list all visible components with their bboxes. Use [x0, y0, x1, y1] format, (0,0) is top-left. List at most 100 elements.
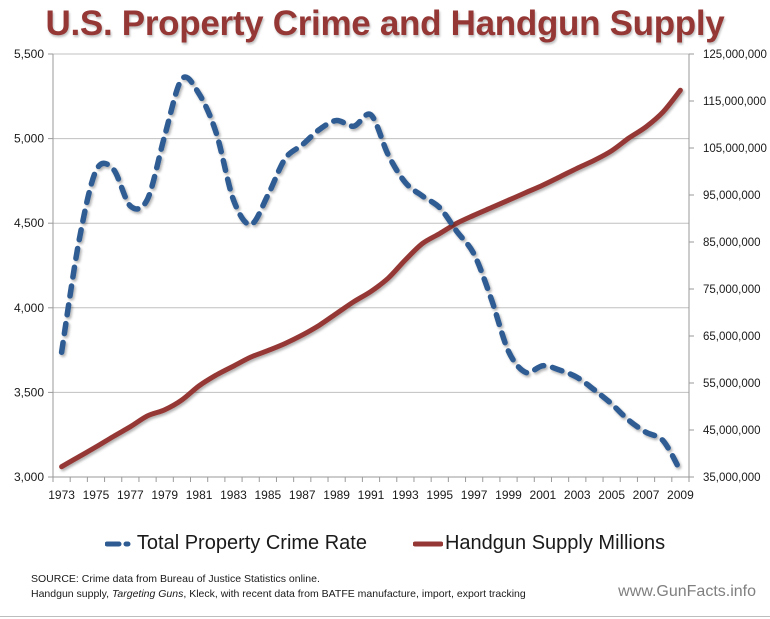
crime-point-1980 [180, 77, 184, 81]
handgun-point-1996 [455, 221, 459, 225]
x-tick-label: 2007 [633, 488, 660, 502]
handgun-point-1997 [472, 213, 476, 217]
handgun-point-1994 [421, 241, 425, 245]
left-tick-label: 3,000 [14, 470, 44, 484]
bottom-divider [0, 616, 770, 617]
handgun-point-2003 [575, 166, 579, 170]
x-axis-ticks: 1973 1975 1977 1979 1981 1983 1985 1987 1989 1991… [48, 477, 694, 502]
handgun-point-1984 [249, 355, 253, 359]
right-tick-label: 75,000,000 [703, 284, 761, 296]
legend-label-crime: Total Property Crime Rate [136, 532, 367, 554]
crime-point-2009 [678, 469, 682, 473]
crime-point-1983 [231, 198, 235, 202]
handgun-point-1990 [352, 300, 356, 304]
right-tick-label: 85,000,000 [703, 237, 761, 249]
right-tick-label: 125,000,000 [703, 49, 767, 61]
x-tick-label: 1997 [461, 488, 488, 502]
handgun-point-1982 [214, 373, 218, 377]
series-line-crime-rate [58, 74, 684, 474]
crime-point-1975 [94, 169, 98, 173]
handgun-point-1980 [180, 398, 184, 402]
handgun-point-1976 [111, 435, 115, 439]
x-tick-label: 2003 [564, 488, 591, 502]
x-tick-label: 1975 [83, 488, 110, 502]
handgun-point-1975 [94, 445, 98, 449]
crime-point-1996 [455, 229, 459, 233]
handgun-point-1986 [283, 342, 287, 346]
crime-point-1990 [352, 124, 356, 128]
handgun-point-1978 [146, 414, 150, 418]
right-tick-label: 115,000,000 [703, 96, 766, 108]
crime-point-2003 [575, 376, 579, 380]
handgun-point-1981 [197, 384, 201, 388]
handgun-point-2000 [524, 191, 528, 195]
x-tick-label: 1973 [48, 488, 75, 502]
axes [52, 54, 690, 478]
legend-item-crime: Total Property Crime Rate [104, 532, 367, 555]
right-tick-label: 55,000,000 [703, 378, 761, 390]
legend-swatch-crime [104, 541, 131, 546]
handgun-point-1985 [266, 349, 270, 353]
handgun-point-2009 [678, 88, 682, 92]
crime-point-2006 [627, 418, 631, 422]
crime-point-2005 [610, 402, 614, 406]
crime-point-1993 [403, 181, 407, 185]
handgun-point-1973 [60, 465, 64, 469]
crime-point-1982 [214, 131, 218, 135]
handgun-point-2008 [661, 110, 665, 114]
handgun-point-1977 [128, 425, 132, 429]
handgun-point-1993 [403, 258, 407, 262]
crime-point-1998 [489, 297, 493, 301]
x-tick-label: 1991 [358, 488, 385, 502]
crime-point-1985 [266, 193, 270, 197]
x-tick-label: 1995 [426, 488, 453, 502]
site-watermark: www.GunFacts.info [618, 583, 756, 600]
handgun-point-1988 [317, 323, 321, 327]
series-layer [58, 74, 684, 474]
handgun-point-1992 [386, 276, 390, 280]
right-tick-label: 45,000,000 [703, 425, 761, 437]
crime-point-1994 [421, 194, 425, 198]
crime-point-1992 [386, 153, 390, 157]
legend-item-handgun: Handgun Supply Millions [412, 532, 665, 555]
handgun-point-2007 [644, 125, 648, 129]
handgun-point-1987 [300, 333, 304, 337]
right-tick-label: 65,000,000 [703, 331, 761, 343]
handgun-point-1983 [231, 364, 235, 368]
handgun-point-1995 [438, 232, 442, 236]
crime-point-1979 [163, 134, 167, 138]
x-tick-label: 1989 [323, 488, 350, 502]
crime-point-1987 [300, 143, 304, 147]
crime-point-1997 [472, 252, 476, 256]
crime-point-2007 [644, 430, 648, 434]
chart-plot: 3,000 3,500 4,000 4,500 5,000 5,500 35,000,00… [14, 47, 767, 502]
handgun-point-2005 [610, 149, 614, 153]
handgun-point-1998 [489, 206, 493, 210]
left-tick-label: 4,500 [14, 216, 44, 230]
x-tick-label: 1981 [186, 488, 213, 502]
crime-point-1988 [317, 127, 321, 131]
x-tick-label: 1999 [495, 488, 522, 502]
crime-point-1989 [335, 118, 339, 122]
source-line-2: Handgun supply, Targeting Guns, Kleck, w… [31, 587, 526, 602]
handgun-point-2002 [558, 175, 562, 179]
gridlines [53, 53, 689, 393]
source-line-2-prefix: Handgun supply, [31, 588, 112, 600]
crime-point-1991 [369, 113, 373, 117]
legend: Total Property Crime Rate Handgun Supply… [0, 532, 770, 555]
left-tick-label: 3,500 [14, 385, 44, 399]
left-tick-label: 5,000 [14, 132, 44, 146]
right-tick-label: 95,000,000 [703, 190, 761, 202]
chart-title: U.S. Property Crime and Handgun Supply [45, 4, 725, 43]
x-tick-label: 1987 [289, 488, 316, 502]
crime-point-2000 [524, 370, 528, 374]
crime-point-1986 [283, 157, 287, 161]
handgun-point-2006 [627, 136, 631, 140]
crime-point-1974 [77, 240, 81, 244]
crime-point-1999 [507, 349, 511, 353]
handgun-point-1979 [163, 408, 167, 412]
crime-point-2002 [558, 368, 562, 372]
crime-point-2008 [661, 439, 665, 443]
x-tick-label: 1983 [220, 488, 247, 502]
right-tick-label: 35,000,000 [703, 472, 761, 484]
